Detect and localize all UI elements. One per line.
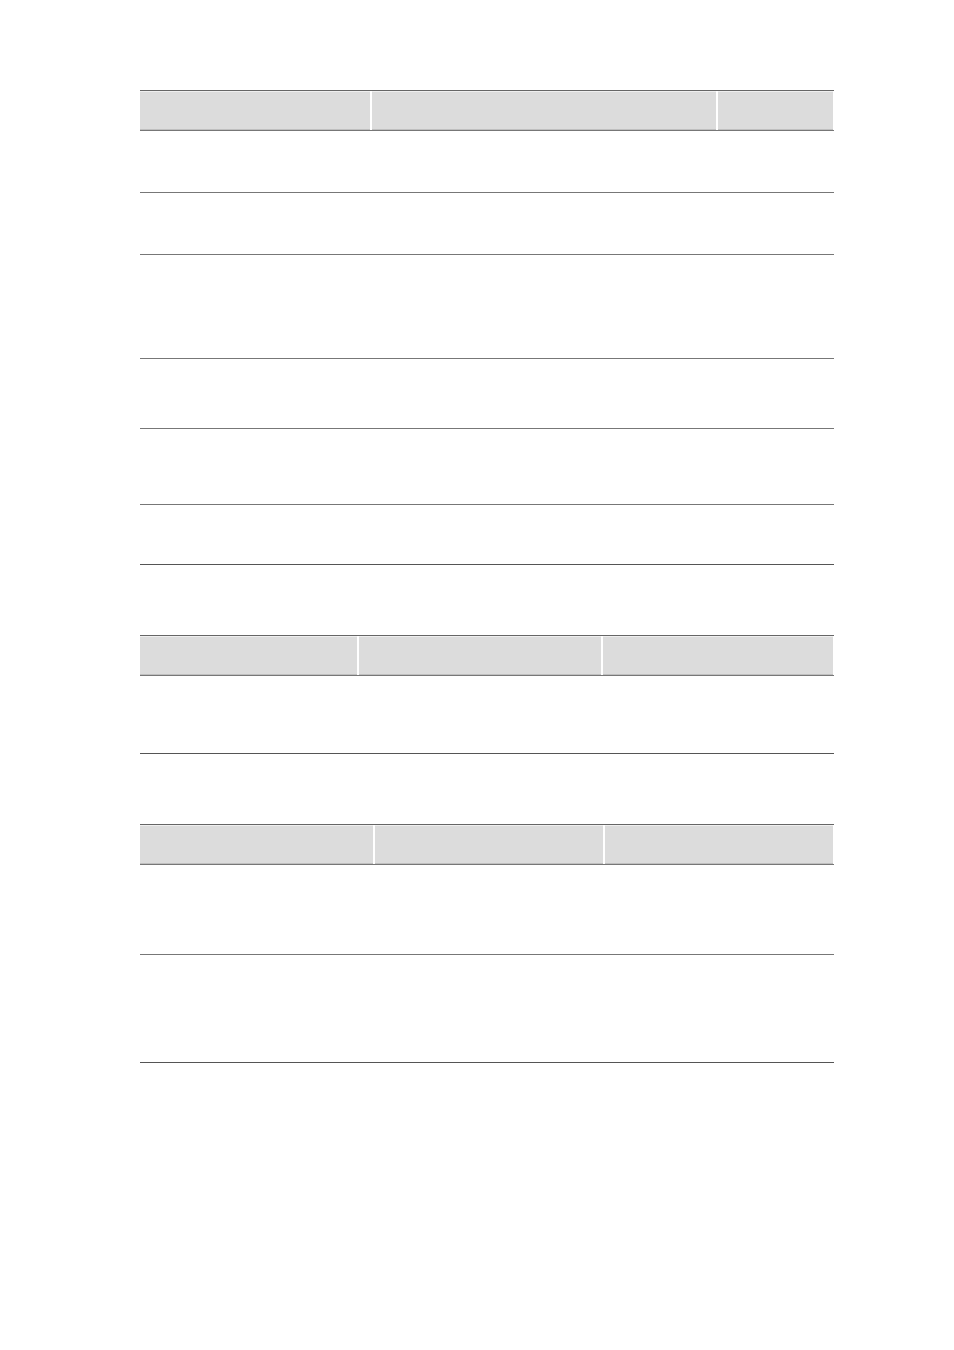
table-row [140,131,834,193]
table-cell [717,193,834,255]
table-cell [602,676,834,754]
table-cell [140,359,371,429]
table-header-cell [717,91,834,131]
table-header-cell [140,91,371,131]
table-cell [140,865,374,955]
table-header-cell [358,636,602,676]
table-row [140,429,834,505]
table-cell [358,676,602,754]
table-cell [604,955,834,1063]
table-cell [140,131,371,193]
table-cell [717,505,834,565]
table-cell [604,865,834,955]
table-cell [140,955,374,1063]
table-cell [140,429,371,505]
table-cell [140,676,358,754]
table-row [140,955,834,1063]
table-row [140,505,834,565]
table-row [140,359,834,429]
table-cell [374,865,604,955]
table-cell [371,359,717,429]
table-header-row [140,91,834,131]
table-gap [140,565,834,635]
table3 [140,824,834,1063]
table-cell [717,255,834,359]
table-cell [371,505,717,565]
table-row [140,676,834,754]
table-header-cell [371,91,717,131]
table-header-row [140,636,834,676]
table2 [140,635,834,754]
table-row [140,865,834,955]
table-header-cell [374,825,604,865]
table-header-row [140,825,834,865]
table-cell [371,131,717,193]
table-cell [371,193,717,255]
table-cell [717,131,834,193]
table1 [140,90,834,565]
table-cell [717,429,834,505]
table-cell [371,255,717,359]
table-cell [717,359,834,429]
table-header-cell [140,825,374,865]
table-row [140,255,834,359]
table-gap [140,754,834,824]
table-header-cell [602,636,834,676]
table-row [140,193,834,255]
table-header-cell [140,636,358,676]
table-cell [140,505,371,565]
tables-container [140,90,834,1063]
table-header-cell [604,825,834,865]
table-cell [371,429,717,505]
table-cell [140,193,371,255]
document-page [0,0,954,1350]
table-cell [140,255,371,359]
table-cell [374,955,604,1063]
